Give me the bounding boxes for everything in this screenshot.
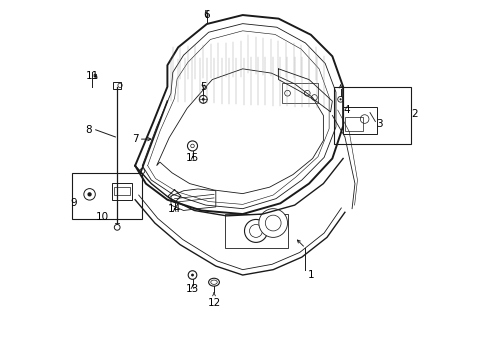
Text: 9: 9 xyxy=(71,198,77,208)
Circle shape xyxy=(258,209,287,237)
Circle shape xyxy=(188,271,196,279)
Bar xyxy=(333,87,410,144)
Bar xyxy=(113,82,121,89)
Circle shape xyxy=(191,274,194,276)
Text: 12: 12 xyxy=(207,298,220,308)
Text: 5: 5 xyxy=(200,82,206,92)
Circle shape xyxy=(83,189,95,200)
Text: 2: 2 xyxy=(411,109,417,119)
Circle shape xyxy=(140,168,144,174)
Bar xyxy=(343,107,376,134)
Circle shape xyxy=(114,225,120,230)
Bar xyxy=(344,117,362,131)
Text: 7: 7 xyxy=(132,134,138,144)
Bar xyxy=(113,187,129,195)
Bar xyxy=(282,83,317,103)
Text: 1: 1 xyxy=(307,270,313,280)
Bar xyxy=(224,214,287,248)
Circle shape xyxy=(202,98,204,101)
Text: 13: 13 xyxy=(185,284,199,294)
Text: 15: 15 xyxy=(185,153,199,163)
Circle shape xyxy=(337,96,343,102)
Text: 10: 10 xyxy=(96,212,109,221)
Text: 6: 6 xyxy=(203,10,210,20)
Ellipse shape xyxy=(208,278,219,286)
Text: 4: 4 xyxy=(343,105,349,115)
Polygon shape xyxy=(156,69,323,194)
Circle shape xyxy=(199,95,207,103)
Text: 3: 3 xyxy=(375,120,382,129)
Text: 8: 8 xyxy=(85,125,92,135)
Circle shape xyxy=(87,192,92,197)
Circle shape xyxy=(187,141,197,151)
Text: 14: 14 xyxy=(167,204,181,214)
Circle shape xyxy=(339,98,341,100)
Bar xyxy=(112,183,131,200)
Bar xyxy=(72,173,142,220)
Text: 11: 11 xyxy=(85,71,99,81)
